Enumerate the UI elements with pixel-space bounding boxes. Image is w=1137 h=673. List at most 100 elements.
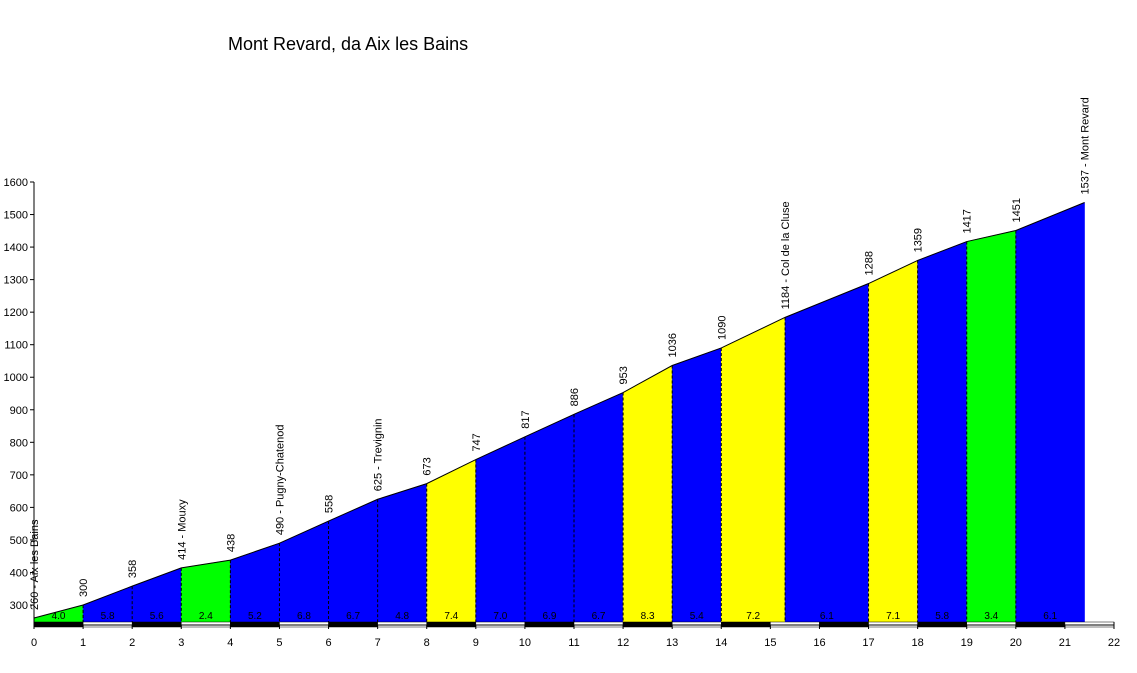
gradient-label: 7.0 [493, 611, 507, 622]
elevation-label: 625 - Trevignin [373, 418, 385, 491]
x-tick-label: 2 [129, 637, 135, 649]
elevation-labels: 260 - Aix les Bains 300 358 414 - Mouxy 438 4… [29, 97, 1092, 610]
gradient-segment [721, 316, 786, 626]
x-tick-label: 21 [1059, 637, 1071, 649]
gradient-label: 4.8 [395, 611, 409, 622]
axes: 3004005006007008009001000110012001300140… [4, 177, 1121, 649]
x-tick-label: 10 [519, 637, 531, 649]
chart-title: Mont Revard, da Aix les Bains [228, 34, 469, 54]
x-tick-label: 9 [473, 637, 479, 649]
elevation-label: 817 [520, 410, 532, 428]
gradient-label: 6.7 [346, 611, 360, 622]
y-tick-label: 1400 [4, 242, 28, 254]
x-tick-label: 22 [1108, 637, 1120, 649]
elevation-label: 1184 - Col de la Cluse [780, 201, 792, 309]
elevation-label: 1417 [962, 209, 974, 233]
elevation-label: 358 [127, 560, 139, 578]
y-tick-label: 600 [10, 502, 28, 514]
gradient-segment [1015, 202, 1085, 626]
gradient-segment [279, 520, 329, 626]
y-tick-label: 1300 [4, 275, 28, 287]
gradient-label: 2.4 [199, 611, 213, 622]
gradient-segment [622, 365, 673, 626]
x-tick-label: 8 [424, 637, 430, 649]
elevation-label: 438 [225, 534, 237, 552]
gradient-label: 5.2 [248, 611, 262, 622]
y-tick-label: 1200 [4, 307, 28, 319]
elevation-label: 953 [618, 366, 630, 384]
gradient-label: 7.1 [886, 611, 900, 622]
elevation-label: 673 [422, 457, 434, 475]
gradient-segments [33, 202, 1085, 626]
elevation-label: 1288 [864, 251, 876, 275]
gradient-segment [524, 413, 575, 626]
y-tick-label: 500 [10, 535, 28, 547]
x-tick-label: 7 [375, 637, 381, 649]
y-tick-label: 700 [10, 470, 28, 482]
x-tick-label: 0 [31, 637, 37, 649]
x-tick-label: 11 [568, 637, 579, 649]
gradient-segment [426, 459, 477, 626]
gradient-label: 6.7 [592, 611, 606, 622]
x-tick-label: 14 [715, 637, 727, 649]
gradient-label: 6.1 [1043, 611, 1057, 622]
elevation-label: 1451 [1011, 198, 1023, 222]
x-tick-label: 4 [227, 637, 233, 649]
elevation-label: 300 [78, 579, 90, 597]
elevation-label: 1036 [667, 333, 679, 357]
gradient-label: 7.2 [746, 611, 760, 622]
y-tick-label: 400 [10, 567, 28, 579]
elevation-label: 747 [471, 433, 483, 451]
elevation-label: 490 - Pugny-Chatenod [274, 424, 286, 535]
gradient-label: 3.4 [984, 611, 998, 622]
gradient-label: 7.4 [444, 611, 458, 622]
segment-dividers [82, 230, 1017, 622]
gradient-segment [917, 241, 967, 626]
y-tick-label: 300 [10, 600, 28, 612]
x-tick-label: 17 [862, 637, 874, 649]
gradient-segment [475, 436, 526, 626]
elevation-label: 886 [569, 388, 581, 406]
x-tick-label: 12 [617, 637, 629, 649]
gradient-label: 5.6 [150, 611, 164, 622]
x-tick-label: 6 [325, 637, 331, 649]
elevation-label: 1537 - Mont Revard [1080, 97, 1092, 194]
gradient-label: 5.4 [690, 611, 704, 622]
y-tick-label: 900 [10, 405, 28, 417]
elevation-label: 1359 [913, 228, 925, 252]
gradient-segment [868, 260, 918, 626]
y-tick-label: 1500 [4, 210, 28, 222]
gradient-segment [573, 392, 624, 626]
x-tick-label: 5 [276, 637, 282, 649]
y-tick-label: 1000 [4, 372, 28, 384]
gradient-label: 6.8 [297, 611, 311, 622]
gradient-label: 8.3 [641, 611, 655, 622]
elevation-label: 414 - Mouxy [176, 499, 188, 560]
gradient-segment [377, 483, 427, 626]
gradient-label: 6.9 [543, 611, 557, 622]
y-tick-label: 800 [10, 437, 28, 449]
gradient-label: 4.0 [52, 611, 66, 622]
x-tick-label: 15 [764, 637, 776, 649]
x-tick-label: 13 [666, 637, 678, 649]
x-tick-label: 20 [1010, 637, 1022, 649]
profile-line [33, 202, 1085, 619]
gradient-label: 5.8 [935, 611, 949, 622]
gradient-label: 6.1 [820, 611, 834, 622]
gradient-labels: 4.0 5.8 5.6 2.4 5.2 6.8 6.7 4.8 7.4 7.0 6.9 6.7 8.3 5… [52, 611, 1058, 622]
elevation-label: 558 [324, 495, 336, 513]
elevation-label: 1090 [716, 315, 728, 339]
y-tick-label: 1100 [4, 340, 28, 352]
x-tick-label: 16 [813, 637, 825, 649]
elevation-label: 260 - Aix les Bains [29, 519, 41, 610]
x-tick-label: 19 [961, 637, 973, 649]
gradient-segment [784, 283, 869, 626]
x-tick-label: 3 [178, 637, 184, 649]
x-tick-label: 1 [80, 637, 86, 649]
gradient-segment [966, 230, 1017, 626]
gradient-label: 5.8 [101, 611, 115, 622]
x-tick-label: 18 [912, 637, 924, 649]
y-tick-label: 1600 [4, 177, 28, 189]
gradient-segment [671, 347, 722, 626]
